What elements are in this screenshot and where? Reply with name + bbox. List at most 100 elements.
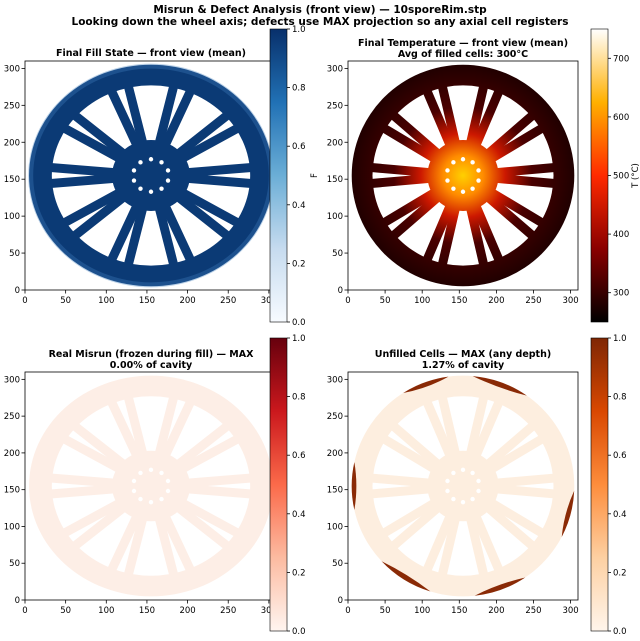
panel-title: Final Temperature — front view (mean)	[358, 38, 568, 49]
x-tick-label: 150	[451, 606, 467, 616]
figure-subtitle: Looking down the wheel axis; defects use…	[72, 16, 569, 28]
wheel-field	[25, 372, 277, 600]
y-tick-label: 250	[4, 412, 20, 422]
colorbar	[269, 337, 288, 632]
colorbar	[590, 28, 609, 323]
panel-subtitle: 0.00% of cavity	[110, 360, 193, 371]
colorbar-tick-label: 0.2	[613, 568, 627, 578]
colorbar-tick-label: 0.8	[292, 393, 306, 403]
y-tick-label: 300	[4, 375, 20, 385]
axes-frame	[347, 60, 579, 291]
unfilled-region	[474, 577, 526, 596]
x-tick-label: 150	[451, 296, 467, 306]
y-tick-label: 250	[4, 101, 20, 111]
y-tick-label: 100	[327, 212, 343, 222]
unfilled-region	[403, 376, 449, 393]
panel-subtitle: 1.27% of cavity	[422, 360, 505, 371]
colorbar-tick-label: 1.0	[613, 334, 627, 344]
x-tick-label: 150	[139, 606, 155, 616]
wheel-image	[25, 61, 277, 290]
wheel-field	[25, 61, 277, 290]
y-tick-label: 300	[327, 375, 343, 385]
unfilled-region	[472, 376, 527, 396]
wheel-image	[25, 372, 277, 600]
colorbar-tick-label: 0.4	[613, 510, 627, 520]
x-tick-label: 250	[220, 606, 236, 616]
x-tick-label: 100	[414, 606, 430, 616]
axes-frame	[347, 371, 579, 601]
colorbar-tick-label: 0.0	[613, 627, 627, 637]
x-tick-label: 300	[261, 296, 277, 306]
y-tick-label: 0	[15, 286, 20, 296]
colorbar-tick-label: 0.4	[292, 201, 306, 211]
x-tick-label: 50	[380, 296, 391, 306]
colorbar-tick-label: 0.8	[292, 84, 306, 94]
wheel-field	[348, 372, 578, 600]
colorbar-tick-label: 400	[613, 230, 629, 240]
y-tick-label: 150	[327, 486, 343, 496]
colorbar-tick-label: 700	[613, 54, 629, 64]
panel-4: Unfilled Cells — MAX (any depth)1.27% of…	[327, 334, 627, 637]
y-tick-label: 250	[327, 412, 343, 422]
x-tick-label: 0	[345, 296, 350, 306]
colorbar-tick-label: 0.2	[292, 259, 306, 269]
unfilled-region	[561, 490, 575, 537]
colorbar-tick-label: 0.2	[292, 568, 306, 578]
colorbar-label: F	[310, 173, 320, 178]
colorbar-tick-label: 300	[613, 289, 629, 299]
y-tick-label: 150	[4, 175, 20, 185]
y-tick-label: 0	[15, 596, 20, 606]
wheel-image	[348, 372, 578, 600]
x-tick-label: 0	[22, 296, 27, 306]
colorbar-tick-label: 0.0	[292, 627, 306, 637]
y-tick-label: 100	[4, 212, 20, 222]
x-tick-label: 100	[98, 296, 114, 306]
x-tick-label: 300	[261, 606, 277, 616]
y-tick-label: 50	[332, 559, 343, 569]
defect-regions	[351, 376, 575, 596]
y-tick-label: 300	[327, 64, 343, 74]
colorbar-tick-label: 1.0	[292, 334, 306, 344]
colorbar-tick-label: 0.4	[292, 510, 306, 520]
x-tick-label: 100	[98, 606, 114, 616]
x-tick-label: 250	[525, 606, 541, 616]
panel-3: Real Misrun (frozen during fill) — MAX0.…	[4, 334, 306, 637]
x-tick-label: 50	[60, 296, 71, 306]
colorbar-tick-label: 0.6	[292, 142, 306, 152]
y-tick-label: 200	[327, 449, 343, 459]
figure-title: Misrun & Defect Analysis (front view) — …	[153, 4, 487, 16]
x-tick-label: 200	[488, 296, 504, 306]
panel-2: Final Temperature — front view (mean)Avg…	[327, 28, 640, 323]
x-tick-label: 200	[488, 606, 504, 616]
colorbar-tick-label: 600	[613, 113, 629, 123]
y-tick-label: 250	[327, 101, 343, 111]
panel-1: Final Fill State — front view (mean) 0 50 1…	[4, 25, 320, 328]
x-tick-label: 100	[414, 296, 430, 306]
y-tick-label: 100	[4, 522, 20, 532]
x-tick-label: 50	[380, 606, 391, 616]
y-tick-label: 200	[4, 449, 20, 459]
panel-subtitle: Avg of filled cells: 300°C	[398, 49, 528, 60]
wheel-image	[348, 61, 578, 290]
colorbar-tick-label: 1.0	[292, 25, 306, 35]
x-tick-label: 300	[562, 296, 578, 306]
y-tick-label: 100	[327, 522, 343, 532]
x-tick-label: 0	[345, 606, 350, 616]
colorbar-tick-label: 0.0	[292, 318, 306, 328]
y-tick-label: 50	[332, 249, 343, 259]
colorbar-tick-label: 0.6	[292, 451, 306, 461]
panel-title: Final Fill State — front view (mean)	[56, 48, 246, 59]
colorbar-tick-label: 0.6	[613, 451, 627, 461]
x-tick-label: 250	[220, 296, 236, 306]
y-tick-label: 0	[338, 286, 343, 296]
y-tick-label: 150	[327, 175, 343, 185]
y-tick-label: 50	[9, 249, 20, 259]
y-tick-label: 50	[9, 559, 20, 569]
x-tick-label: 150	[139, 296, 155, 306]
panel-title: Real Misrun (frozen during fill) — MAX	[49, 349, 255, 360]
unfilled-region	[351, 462, 357, 510]
y-tick-label: 150	[4, 486, 20, 496]
colorbar-tick-label: 0.8	[613, 393, 627, 403]
x-tick-label: 200	[179, 296, 195, 306]
